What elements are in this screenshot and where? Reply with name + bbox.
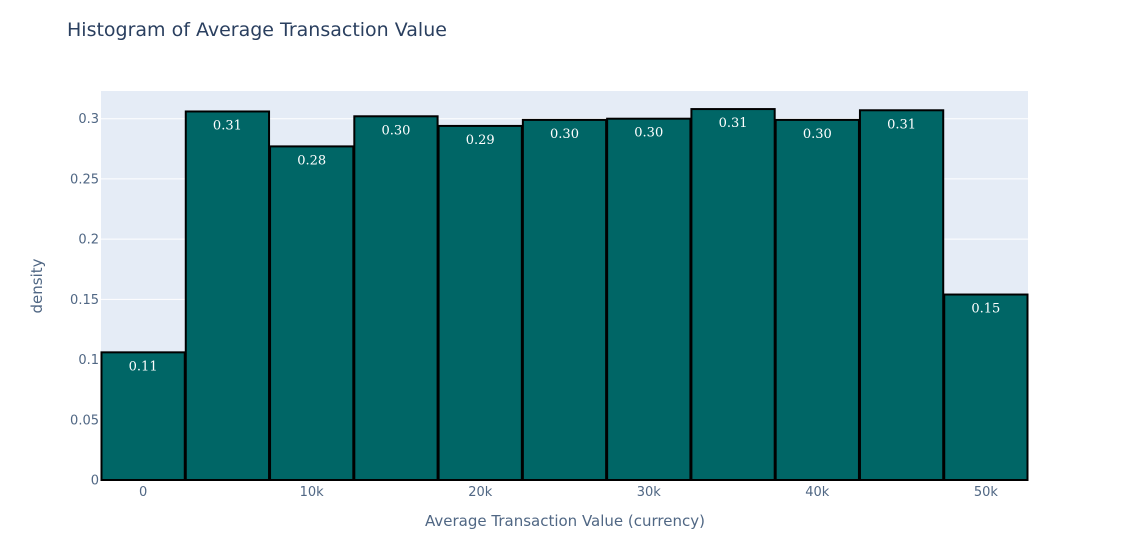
histogram-bar	[437, 124, 523, 482]
y-tick-label: 0.3	[78, 112, 99, 127]
bar-data-label: 0.30	[634, 126, 663, 141]
bar-data-label: 0.29	[466, 133, 495, 148]
bar-data-label: 0.11	[129, 359, 158, 374]
y-tick-label: 0.2	[78, 233, 99, 248]
chart-title: Histogram of Average Transaction Value	[67, 19, 447, 41]
y-tick-label: 0.1	[78, 353, 99, 368]
bar-data-label: 0.28	[297, 153, 326, 168]
x-tick-label: 50k	[974, 485, 999, 500]
bar-data-label: 0.31	[213, 118, 242, 133]
y-axis-title: density	[28, 258, 46, 313]
histogram-bar	[858, 109, 945, 481]
bar-data-label: 0.30	[381, 123, 410, 138]
histogram-bar	[943, 293, 1029, 481]
bar-data-label: 0.30	[803, 127, 832, 142]
histogram-bar	[606, 117, 692, 482]
bar-labels: 0.11 0.31 0.28 0.30 0.29 0.30 0.30 0.31 0.30 0.31…	[129, 116, 1001, 374]
y-tick-label: 0	[91, 474, 99, 489]
histogram-bar	[353, 115, 439, 482]
x-tick-label: 30k	[637, 485, 662, 500]
bar-data-label: 0.15	[971, 302, 1000, 317]
x-tick-label: 40k	[805, 485, 830, 500]
histogram-bar	[184, 110, 271, 481]
y-tick-label: 0.25	[70, 172, 99, 187]
x-tick-label: 20k	[468, 485, 493, 500]
bar-data-label: 0.30	[550, 127, 579, 142]
histogram-bar	[269, 145, 355, 481]
x-axis-ticks: 0 10k 20k 30k 40k 50k	[139, 485, 998, 500]
y-tick-label: 0.05	[70, 413, 99, 428]
bar-data-label: 0.31	[719, 116, 748, 131]
x-tick-label: 10k	[300, 485, 325, 500]
x-tick-label: 0	[139, 485, 147, 500]
x-axis-title: Average Transaction Value (currency)	[425, 512, 705, 530]
y-axis-ticks: 0 0.05 0.1 0.15 0.2 0.25 0.3	[70, 112, 99, 488]
histogram-bar	[774, 118, 860, 481]
bars	[100, 108, 1029, 482]
y-tick-label: 0.15	[70, 293, 99, 308]
bar-data-label: 0.31	[887, 117, 916, 132]
histogram-bar	[521, 118, 608, 481]
histogram-bar	[690, 108, 776, 482]
